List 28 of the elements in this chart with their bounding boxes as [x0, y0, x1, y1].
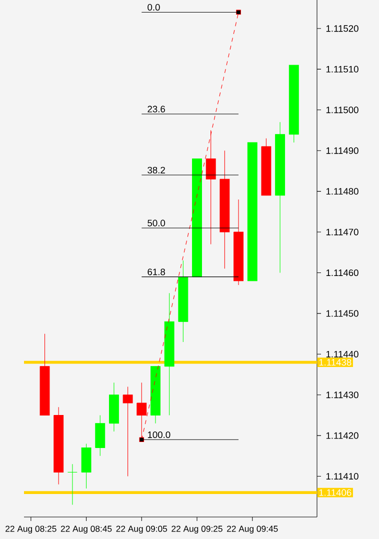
- x-tick-label: 22 Aug 08:45: [60, 526, 112, 534]
- x-tick-label: 22 Aug 09:45: [227, 526, 278, 534]
- annotation: 0.0: [148, 4, 160, 11]
- y-tick-label: 1.11480: [326, 188, 358, 195]
- annotation: 100.0: [148, 431, 170, 438]
- y-tick-label: 1.11440: [326, 350, 358, 358]
- x-tick-label: 22 Aug 09:25: [172, 526, 222, 534]
- y-tick-label: 1.11520: [326, 25, 358, 32]
- y-tick-label: 1.11420: [326, 432, 358, 439]
- y-tick-label: 1.11500: [326, 106, 358, 114]
- candlestick: [206, 130, 216, 245]
- candlestick: [67, 464, 78, 506]
- candlestick: [122, 386, 133, 477]
- annotation: 50.0: [148, 220, 166, 226]
- y-tick-label: 1.11510: [326, 66, 358, 72]
- y-tick-label: 1.11430: [326, 392, 358, 398]
- ref-line-label: 1.11438: [319, 359, 352, 366]
- y-tick-label: 1.11450: [326, 310, 358, 317]
- y-tick-label: 1.11460: [326, 269, 358, 276]
- annotation: 23.6: [148, 106, 165, 112]
- annotation: 61.8: [148, 268, 166, 276]
- ref-line-label: 1.11406: [319, 489, 352, 496]
- x-tick-label: 22 Aug 09:05: [116, 526, 168, 534]
- x-tick-label: 22 Aug 08:25: [6, 526, 56, 534]
- y-tick-label: 1.11490: [326, 147, 358, 154]
- y-tick-label: 1.11470: [326, 228, 358, 236]
- annotation: 38.2: [148, 166, 165, 174]
- y-tick-label: 1.11410: [326, 473, 358, 480]
